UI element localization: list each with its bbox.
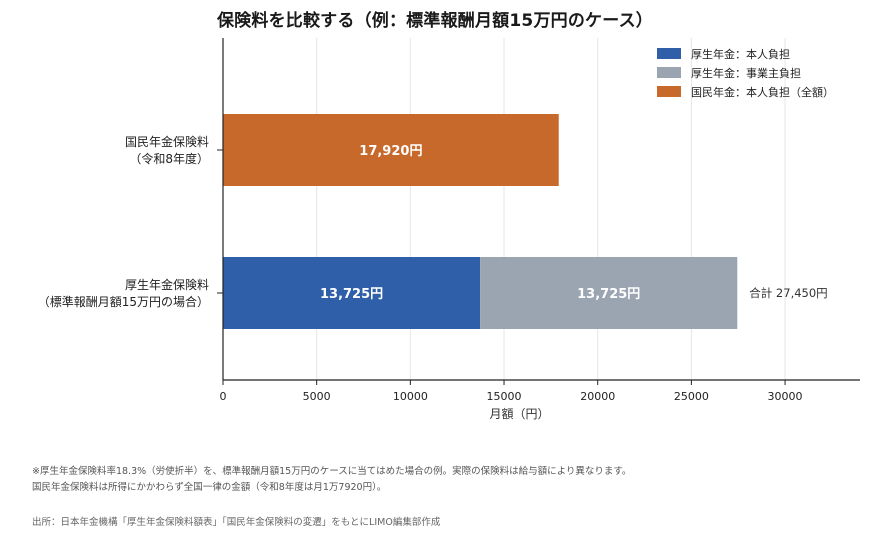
x-tick-label-1: 5000	[303, 390, 331, 403]
category-label-1-line1: 厚生年金保険料	[125, 277, 209, 292]
bar-label-0-2: 17,920円	[359, 144, 422, 159]
total-label: 合計 27,450円	[749, 286, 827, 300]
x-tick-label-2: 10000	[393, 390, 428, 403]
category-label-0-line1: 国民年金保険料	[125, 134, 209, 149]
legend-swatch-1	[657, 67, 681, 78]
category-label-1-line2: （標準報酬月額15万円の場合）	[38, 294, 209, 309]
footnotes: ※厚生年金保険料率18.3%（労使折半）を、標準報酬月額15万円のケースに当ては…	[32, 464, 631, 496]
x-tick-label-4: 20000	[580, 390, 615, 403]
source-note: 出所：日本年金機構「厚生年金保険料額表」「国民年金保険料の変遷」をもとにLIMO…	[32, 517, 441, 528]
bar-label-1-0: 13,725円	[320, 287, 383, 302]
x-tick-label-3: 15000	[487, 390, 522, 403]
category-label-0-line2: （令和8年度）	[129, 151, 209, 166]
footnote-2: 国民年金保険料は所得にかかわらず全国一律の金額（令和8年度は月1万7920円）。	[32, 482, 387, 493]
legend-label-2: 国民年金：本人負担（全額）	[691, 85, 834, 99]
legend-swatch-2	[657, 86, 681, 97]
x-tick-label-6: 30000	[768, 390, 803, 403]
legend-swatch-0	[657, 48, 681, 59]
chart-title: 保険料を比較する（例：標準報酬月額15万円のケース）	[216, 11, 653, 31]
bar-1-1	[480, 257, 738, 329]
x-axis-title: 月額（円）	[489, 407, 549, 421]
x-tick-label-5: 25000	[674, 390, 709, 403]
legend-label-1: 厚生年金：事業主負担	[691, 66, 801, 80]
bar-0-2	[223, 114, 559, 186]
footnote-1: ※厚生年金保険料率18.3%（労使折半）を、標準報酬月額15万円のケースに当ては…	[32, 466, 632, 477]
x-tick-label-0: 0	[220, 390, 227, 403]
bar-1-0	[223, 257, 481, 329]
bar-label-1-1: 13,725円	[577, 287, 640, 302]
legend-label-0: 厚生年金：本人負担	[691, 47, 790, 61]
